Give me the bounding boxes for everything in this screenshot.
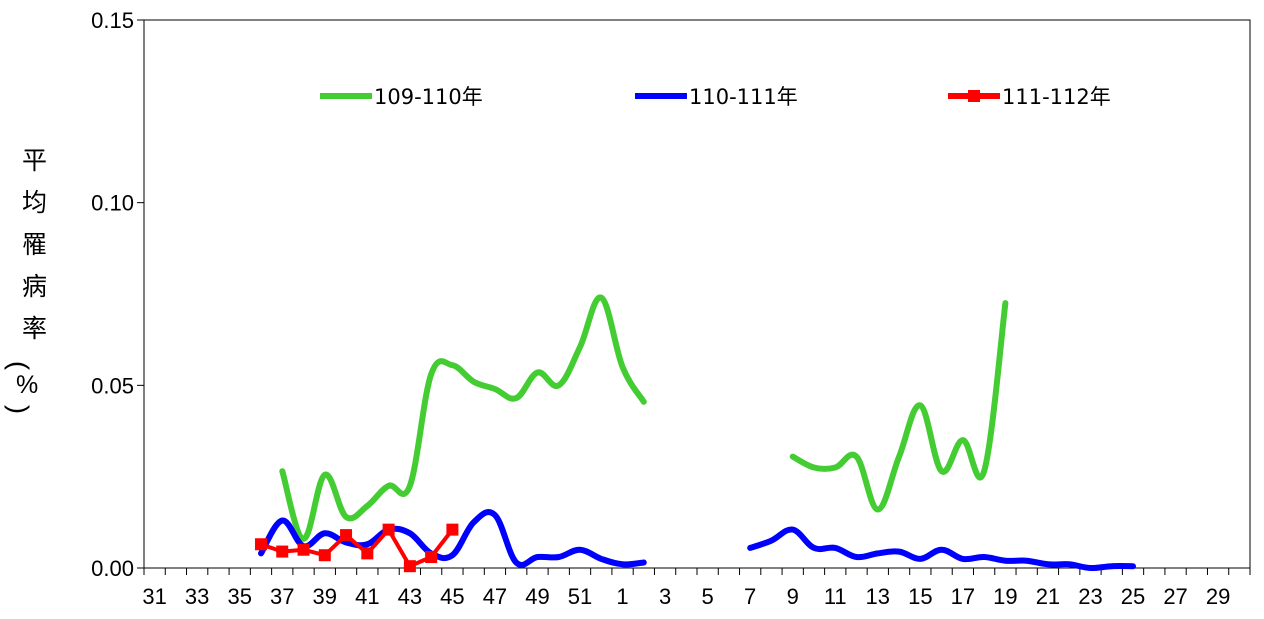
series-3 bbox=[254, 523, 459, 573]
series-line bbox=[258, 509, 647, 568]
y-label-char: 率 bbox=[22, 314, 48, 343]
legend-item: 111-112年 bbox=[948, 85, 1111, 109]
y-label-char: 罹 bbox=[22, 230, 48, 259]
y-tick-label: 0.00 bbox=[91, 556, 134, 581]
data-point-marker bbox=[297, 543, 310, 556]
x-tick-label: 47 bbox=[483, 584, 507, 609]
x-tick-label: 9 bbox=[787, 584, 799, 609]
x-tick-label: 33 bbox=[185, 584, 209, 609]
y-label-char: 病 bbox=[22, 272, 48, 301]
x-tick-label: 29 bbox=[1206, 584, 1230, 609]
x-tick-label: 11 bbox=[824, 584, 847, 609]
legend: 109-110年 110-111年 111-112年 bbox=[320, 85, 1111, 109]
data-point-marker bbox=[318, 549, 331, 562]
x-tick-label: 31 bbox=[142, 584, 166, 609]
legend-marker bbox=[968, 90, 980, 102]
data-point-marker bbox=[403, 560, 416, 573]
x-tick-label: 3 bbox=[659, 584, 671, 609]
x-tick-label: 7 bbox=[744, 584, 756, 609]
x-tick-label: 43 bbox=[398, 584, 422, 609]
x-tick-label: 21 bbox=[1036, 584, 1060, 609]
legend-item: 109-110年 bbox=[320, 85, 483, 109]
data-point-marker bbox=[425, 551, 438, 564]
x-tick-label: 41 bbox=[355, 584, 379, 609]
y-axis-ticks: 0.00 0.05 0.10 0.15 bbox=[91, 8, 144, 581]
y-label-paren: ) bbox=[4, 405, 34, 414]
x-tick-label: 13 bbox=[866, 584, 890, 609]
data-point-marker bbox=[276, 545, 289, 558]
data-point-marker bbox=[446, 523, 459, 536]
x-tick-label: 39 bbox=[313, 584, 337, 609]
x-tick-label: 35 bbox=[227, 584, 251, 609]
x-tick-label: 23 bbox=[1078, 584, 1102, 609]
y-label-percent: % bbox=[16, 371, 39, 399]
series-line bbox=[279, 294, 647, 542]
y-tick-label: 0.10 bbox=[91, 191, 134, 216]
data-point-marker bbox=[361, 547, 374, 560]
x-axis-ticks: 31 33 35 37 39 41 43 45 47 49 51 1 3 5 7 9 11 13 15 17 19 21 2… bbox=[142, 568, 1251, 609]
legend-item: 110-111年 bbox=[635, 85, 798, 109]
data-point-marker bbox=[254, 538, 267, 551]
x-tick-label: 49 bbox=[525, 584, 549, 609]
legend-label: 110-111年 bbox=[689, 85, 798, 109]
series-2 bbox=[258, 509, 1136, 572]
x-tick-label: 19 bbox=[993, 584, 1017, 609]
series-1 bbox=[279, 294, 1009, 542]
x-tick-label: 45 bbox=[440, 584, 464, 609]
legend-label: 111-112年 bbox=[1002, 85, 1111, 109]
y-label-char: 平 bbox=[22, 146, 48, 175]
y-tick-label: 0.05 bbox=[91, 373, 134, 398]
series-line bbox=[789, 300, 1009, 513]
x-tick-label: 25 bbox=[1121, 584, 1145, 609]
y-tick-label: 0.15 bbox=[91, 8, 134, 33]
x-tick-label: 5 bbox=[702, 584, 714, 609]
x-tick-label: 27 bbox=[1163, 584, 1187, 609]
x-tick-label: 51 bbox=[568, 584, 592, 609]
legend-label: 109-110年 bbox=[374, 85, 483, 109]
series-line bbox=[747, 526, 1136, 572]
data-point-marker bbox=[382, 523, 395, 536]
series-line bbox=[260, 527, 454, 569]
y-label-paren: ( bbox=[4, 361, 34, 370]
x-tick-label: 15 bbox=[908, 584, 932, 609]
x-tick-label: 1 bbox=[616, 584, 628, 609]
x-tick-label: 17 bbox=[951, 584, 975, 609]
y-label-char: 均 bbox=[22, 188, 48, 217]
series-lines bbox=[254, 294, 1136, 573]
data-point-marker bbox=[340, 529, 353, 542]
x-tick-label: 37 bbox=[270, 584, 294, 609]
